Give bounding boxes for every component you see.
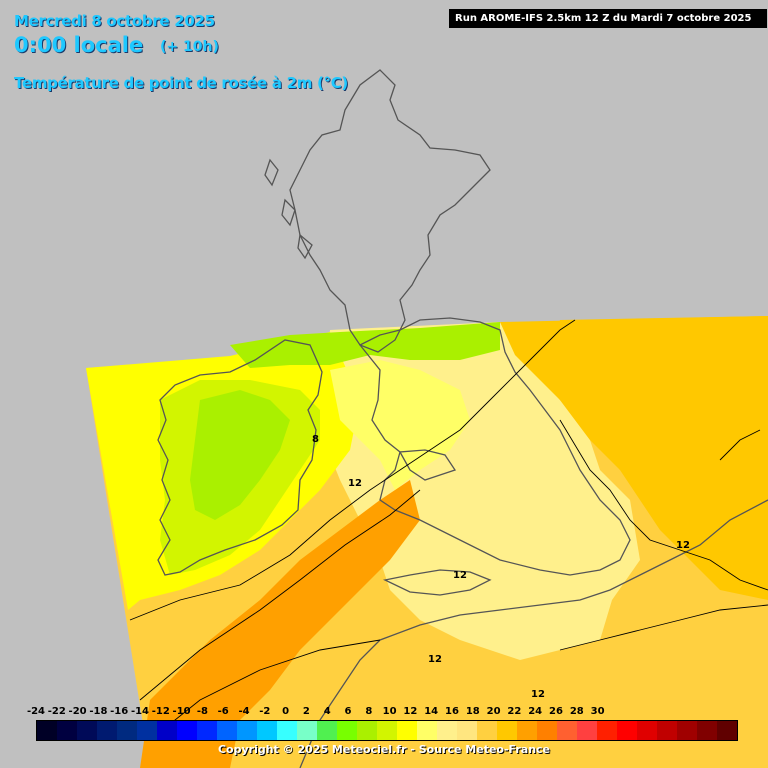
forecast-time: 0:00 locale xyxy=(14,33,144,57)
legend-tick-label: 14 xyxy=(424,706,439,717)
legend-swatch xyxy=(297,721,317,740)
legend-tick-label: 24 xyxy=(528,706,543,717)
contour-label: 12 xyxy=(531,689,545,700)
legend-tick-label: 20 xyxy=(486,706,501,717)
forecast-date: Mercredi 8 octobre 2025 xyxy=(14,12,215,30)
legend-tick-label: -14 xyxy=(130,706,150,717)
forecast-offset: (+ 10h) xyxy=(160,39,219,55)
legend-tick-label: 2 xyxy=(302,706,310,717)
copyright-notice: Copyright © 2025 Meteociel.fr - Source M… xyxy=(217,743,551,756)
legend-swatch xyxy=(57,721,77,740)
legend-tick-label: 28 xyxy=(569,706,584,717)
legend-tick-label: -20 xyxy=(68,706,87,717)
coastlines xyxy=(157,69,768,768)
legend-swatch xyxy=(397,721,417,740)
zone-4-8-scotland xyxy=(230,322,500,368)
contour-label: 12 xyxy=(428,654,442,665)
legend-tick-label: -18 xyxy=(89,706,108,717)
contour-label: 12 xyxy=(348,478,362,489)
legend-tick-label: 12 xyxy=(403,706,418,717)
color-legend: -24 -22 -20 -18 -16 -14 -12 -10 -8 -6 -4 -2 0 2 4 6 8 10 1… xyxy=(27,706,738,741)
legend-tick-label: -22 xyxy=(47,706,66,717)
legend-swatch xyxy=(137,721,157,740)
legend-swatch xyxy=(537,721,557,740)
legend-swatch xyxy=(177,721,197,740)
legend-swatch xyxy=(477,721,497,740)
legend-swatch xyxy=(437,721,457,740)
legend-tick-label: -12 xyxy=(151,706,170,717)
legend-tick-label: -4 xyxy=(238,706,250,717)
parameter-title: Température de point de rosée à 2m (°C) xyxy=(14,74,348,92)
legend-swatch xyxy=(237,721,257,740)
legend-tick-label: -16 xyxy=(110,706,129,717)
legend-tick-label: -2 xyxy=(259,706,271,717)
contour-label: 8 xyxy=(312,434,319,445)
legend-swatch xyxy=(577,721,597,740)
legend-tick-labels: -24 -22 -20 -18 -16 -14 -12 -10 -8 -6 -4 -2 0 2 4 6 8 10 1… xyxy=(27,706,738,720)
legend-swatch xyxy=(617,721,637,740)
legend-swatch xyxy=(657,721,677,740)
legend-tick-label: -10 xyxy=(172,706,191,717)
legend-swatch xyxy=(417,721,437,740)
legend-swatch xyxy=(317,721,337,740)
legend-swatch xyxy=(677,721,697,740)
legend-swatch xyxy=(517,721,537,740)
legend-tick-label: 30 xyxy=(590,706,605,717)
legend-tick-label: -24 xyxy=(26,706,46,717)
legend-swatch xyxy=(77,721,97,740)
legend-tick-label: 4 xyxy=(323,706,331,717)
legend-swatch xyxy=(257,721,277,740)
legend-tick-label: 8 xyxy=(365,706,373,717)
zone-14-15-northsea xyxy=(545,316,768,470)
legend-swatch xyxy=(717,721,737,740)
legend-swatch xyxy=(197,721,217,740)
contours xyxy=(129,319,768,741)
legend-tick-label: 0 xyxy=(282,706,290,717)
legend-tick-label: 18 xyxy=(465,706,480,717)
legend-swatch xyxy=(377,721,397,740)
contour-label: 12 xyxy=(453,570,467,581)
legend-swatch xyxy=(597,721,617,740)
legend-swatch xyxy=(217,721,237,740)
legend-tick-label: -6 xyxy=(217,706,229,717)
legend-swatch xyxy=(697,721,717,740)
legend-swatch xyxy=(37,721,57,740)
legend-tick-label: -8 xyxy=(196,706,208,717)
legend-swatch xyxy=(357,721,377,740)
legend-swatch xyxy=(157,721,177,740)
legend-swatch xyxy=(97,721,117,740)
legend-tick-label: 6 xyxy=(344,706,352,717)
legend-swatch xyxy=(277,721,297,740)
legend-tick-label: 22 xyxy=(507,706,522,717)
legend-tick-label: 10 xyxy=(382,706,397,717)
model-run-info: Run AROME-IFS 2.5km 12 Z du Mardi 7 octo… xyxy=(449,9,767,28)
zone-4-6-ireland xyxy=(190,390,290,520)
contour-label-group: 8 12 12 12 12 12 xyxy=(312,434,690,700)
legend-color-bar xyxy=(36,720,738,741)
legend-swatch xyxy=(637,721,657,740)
zone-10-11 xyxy=(330,360,470,490)
contour-label: 12 xyxy=(676,540,690,551)
legend-swatch xyxy=(337,721,357,740)
legend-swatch xyxy=(117,721,137,740)
legend-tick-label: 26 xyxy=(549,706,563,717)
legend-swatch xyxy=(497,721,517,740)
legend-swatch xyxy=(457,721,477,740)
legend-tick-label: 16 xyxy=(445,706,459,717)
legend-swatch xyxy=(557,721,577,740)
zone-14-16-band xyxy=(140,480,420,768)
